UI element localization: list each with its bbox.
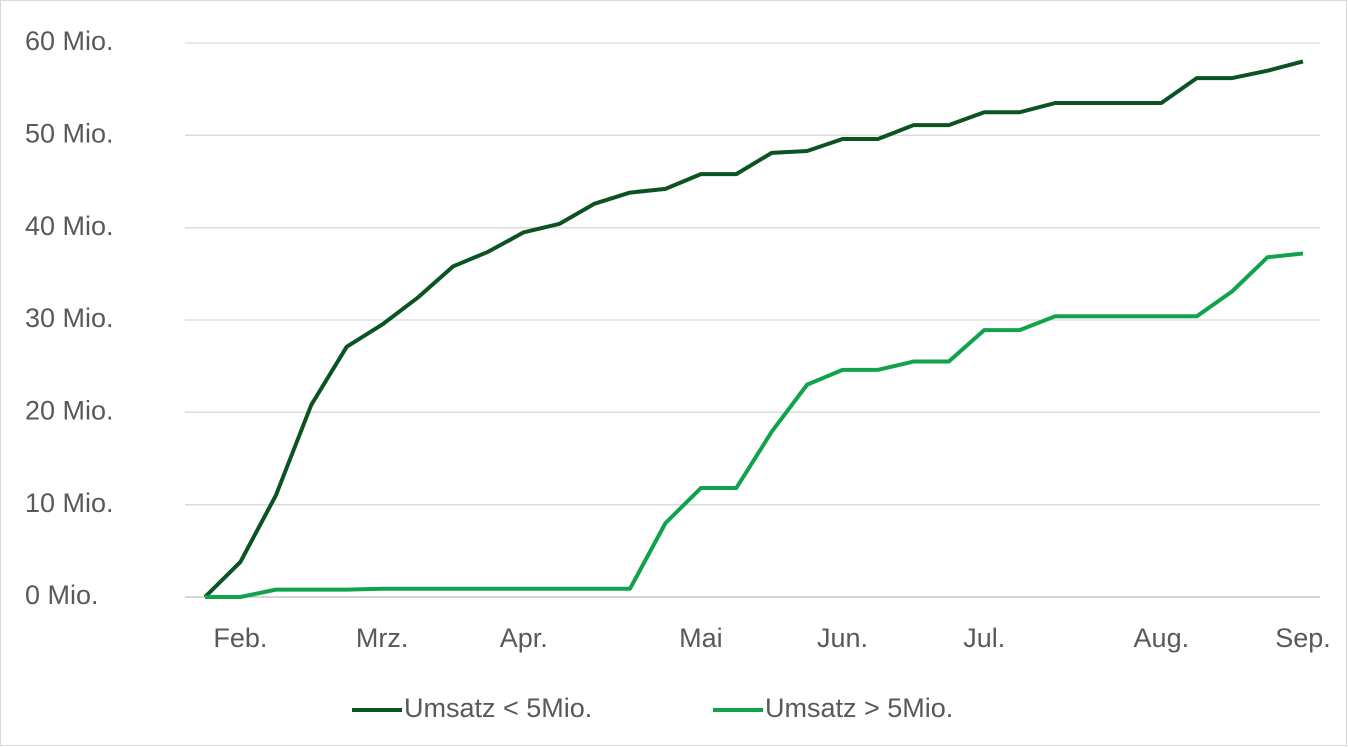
line-series [203, 59, 1304, 599]
legend-label: Umsatz > 5Mio. [765, 693, 953, 723]
x-tick-label: Aug. [1134, 623, 1190, 653]
x-tick-label: Jul. [963, 623, 1005, 653]
y-tick-label: 60 Mio. [25, 26, 114, 56]
x-tick-label: Sep. [1275, 623, 1331, 653]
x-tick-label: Jun. [817, 623, 868, 653]
x-tick-label: Mai [679, 623, 723, 653]
y-tick-label: 40 Mio. [25, 211, 114, 241]
y-tick-label: 0 Mio. [25, 580, 99, 610]
x-tick-label: Feb. [213, 623, 267, 653]
y-tick-label: 20 Mio. [25, 395, 114, 425]
line-series [205, 251, 1304, 599]
y-tick-label: 10 Mio. [25, 488, 114, 518]
legend-label: Umsatz < 5Mio. [404, 693, 592, 723]
y-tick-label: 30 Mio. [25, 303, 114, 333]
x-tick-label: Apr. [500, 623, 548, 653]
y-tick-label: 50 Mio. [25, 118, 114, 148]
x-tick-label: Mrz. [356, 623, 408, 653]
